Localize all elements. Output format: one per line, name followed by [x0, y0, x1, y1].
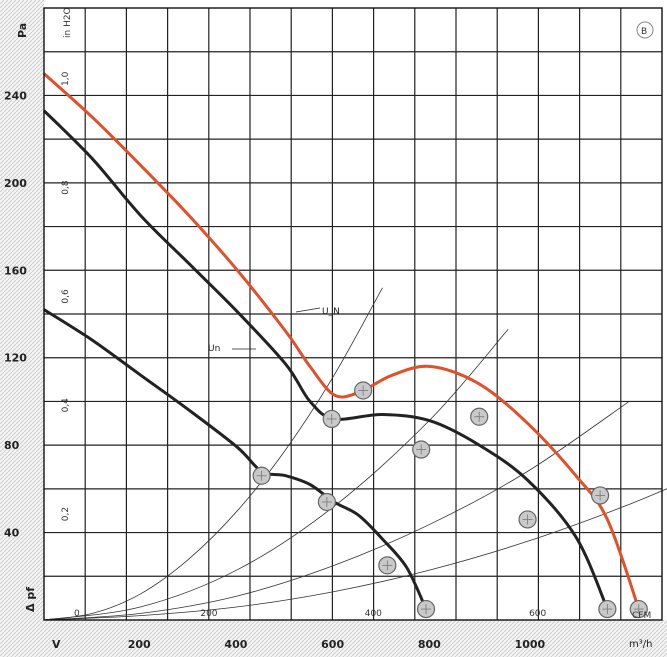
system-curve [43, 488, 667, 621]
y-inner-tick-label: 0,4 [61, 398, 71, 413]
grid [44, 8, 662, 620]
y-left-tick-label: 240 [4, 89, 27, 102]
y-inner-tick-label: 0,8 [61, 180, 71, 195]
series-label-top: U_N [322, 307, 340, 317]
y-inner-unit-label: in H2O [63, 7, 73, 38]
y-left-unit-label: Pa [16, 23, 29, 38]
x-inner-tick-label: 600 [529, 609, 546, 619]
x-inner-unit-label: CFM [632, 611, 651, 621]
y-left-tick-label: 40 [4, 527, 20, 540]
x-bottom-tick-label: 600 [321, 638, 344, 651]
x-bottom-tick-label: 800 [418, 638, 441, 651]
chart-badge [636, 21, 654, 39]
chart-badge-label: B [641, 27, 647, 37]
series-line-top [42, 72, 641, 610]
y-left-tick-label: 160 [4, 264, 27, 277]
y-left-tick-label: 200 [4, 177, 27, 190]
system-curve [43, 329, 509, 621]
left-axis-band [0, 0, 44, 657]
x-bottom-tick-label: 400 [224, 638, 247, 651]
x-inner-tick-label: 0 [74, 609, 80, 619]
tick-labels: 40 80 120 160 200 240 0,2 0,4 0,6 0,8 1,0 0 200 400 60… [4, 71, 547, 651]
bottom-axis-band [0, 620, 667, 657]
system-curve [43, 287, 383, 621]
x-bottom-unit-label: m³/h [629, 639, 652, 650]
fan-curves: U_N Un [42, 72, 641, 610]
series-line-bottom [43, 308, 428, 610]
y-inner-tick-label: 0,6 [61, 289, 71, 304]
y-bottom-axis-title: Δ pf [24, 587, 37, 612]
y-left-tick-label: 120 [4, 352, 27, 365]
series-label-middle: Un [208, 344, 220, 354]
x-inner-tick-label: 200 [200, 609, 217, 619]
y-inner-tick-label: 0,2 [61, 507, 71, 521]
system-curves [43, 287, 667, 621]
x-bottom-tick-label: 200 [128, 638, 151, 651]
plot-frame [43, 7, 663, 621]
series-leader-top [295, 307, 321, 313]
series-line-middle [42, 109, 609, 610]
x-bottom-axis-title: V [52, 638, 61, 651]
operating-points [252, 381, 648, 619]
y-left-tick-label: 80 [4, 439, 20, 452]
y-inner-tick-label: 1,0 [61, 71, 71, 86]
system-curve [43, 401, 630, 621]
x-inner-tick-label: 400 [365, 609, 382, 619]
x-bottom-tick-label: 1000 [515, 638, 546, 651]
